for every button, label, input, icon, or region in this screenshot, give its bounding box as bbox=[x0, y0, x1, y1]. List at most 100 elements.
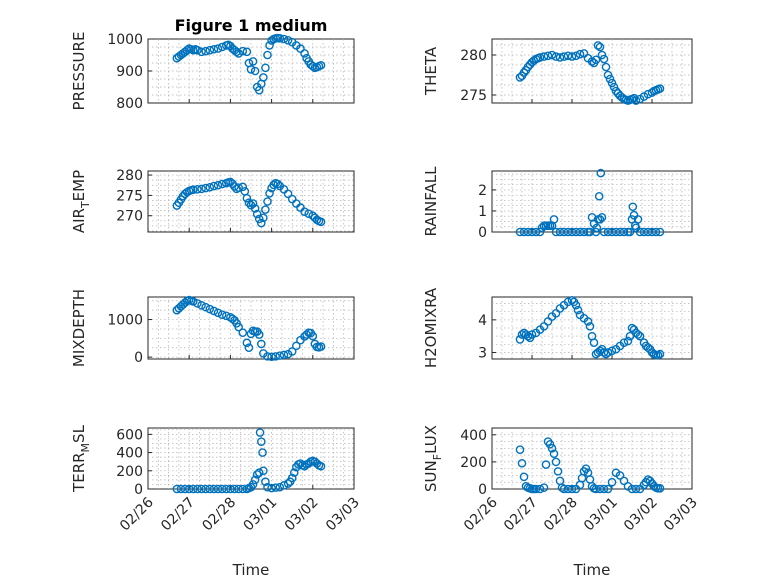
data-point bbox=[549, 449, 559, 459]
data-point bbox=[633, 330, 643, 339]
data-point bbox=[579, 227, 589, 237]
data-point bbox=[633, 215, 643, 224]
data-point bbox=[551, 52, 561, 61]
data-point bbox=[571, 51, 581, 61]
data-point bbox=[242, 338, 252, 348]
data-point bbox=[205, 304, 215, 314]
y-tick-label: 200 bbox=[460, 455, 487, 471]
data-point bbox=[300, 49, 309, 58]
data-point bbox=[515, 335, 525, 344]
y-tick-label: 1 bbox=[478, 204, 487, 220]
data-point bbox=[279, 481, 289, 490]
y-tick-label: 0 bbox=[478, 482, 487, 498]
data-point bbox=[275, 34, 285, 43]
data-point bbox=[635, 331, 645, 341]
data-point bbox=[575, 49, 585, 59]
panel-sun-flux: 0 200 400 SUNFLUX 02/26 02/27 02/28 03/01 03/02 0… bbox=[422, 425, 701, 579]
data-point bbox=[213, 180, 223, 190]
data-point bbox=[193, 484, 202, 494]
data-point bbox=[623, 336, 633, 346]
data-point bbox=[265, 41, 274, 50]
data-point bbox=[535, 484, 545, 494]
data-point bbox=[256, 339, 266, 349]
data-point bbox=[599, 484, 609, 494]
data-point bbox=[259, 213, 268, 223]
data-point bbox=[176, 484, 186, 494]
data-point bbox=[250, 204, 260, 213]
y-tick-label: 800 bbox=[116, 96, 143, 112]
y-tick-label: 600 bbox=[116, 427, 143, 443]
data-point bbox=[517, 330, 527, 339]
data-point bbox=[259, 73, 268, 82]
series-markers bbox=[515, 437, 665, 494]
data-point bbox=[605, 74, 615, 84]
y-axis-label: TERRMSL bbox=[70, 424, 92, 493]
data-point bbox=[655, 484, 665, 493]
panel-mixdepth: 0 1000 MIXDEPTH bbox=[70, 289, 355, 367]
data-point bbox=[547, 50, 557, 60]
data-point bbox=[591, 484, 601, 494]
data-point bbox=[595, 484, 605, 494]
series-markers bbox=[515, 295, 665, 360]
series-markers bbox=[515, 168, 665, 237]
data-point bbox=[180, 484, 190, 494]
x-tick-label: 02/28 bbox=[199, 495, 239, 535]
data-point bbox=[256, 218, 266, 228]
data-point bbox=[230, 182, 239, 191]
data-point bbox=[585, 227, 595, 237]
data-point bbox=[263, 352, 272, 361]
y-tick-label: 280 bbox=[116, 168, 143, 184]
data-point bbox=[193, 299, 202, 308]
data-point bbox=[563, 297, 573, 307]
series-markers bbox=[172, 177, 326, 228]
panel-h2omixra: 3 4 H2OMIXRA bbox=[422, 287, 693, 368]
data-point bbox=[267, 483, 276, 493]
data-point bbox=[655, 84, 665, 93]
data-point bbox=[519, 68, 529, 77]
data-point bbox=[585, 322, 595, 331]
data-point bbox=[591, 55, 601, 65]
data-point bbox=[283, 479, 293, 488]
series-markers bbox=[515, 41, 665, 105]
data-point bbox=[559, 484, 569, 494]
data-point bbox=[603, 227, 613, 237]
data-point bbox=[193, 184, 202, 194]
data-point bbox=[619, 227, 629, 237]
data-point bbox=[302, 330, 311, 339]
data-point bbox=[279, 350, 289, 360]
panel-air-temp: 270 275 280 AIRTEMP bbox=[70, 168, 355, 233]
data-point bbox=[255, 428, 265, 437]
data-point bbox=[201, 183, 210, 193]
y-tick-label: 900 bbox=[116, 64, 143, 80]
data-point bbox=[581, 464, 591, 473]
data-point bbox=[593, 41, 603, 50]
data-point bbox=[609, 82, 619, 92]
data-point bbox=[599, 227, 609, 237]
data-point bbox=[603, 348, 613, 357]
y-tick-label: 200 bbox=[116, 464, 143, 480]
data-point bbox=[232, 47, 241, 57]
data-point bbox=[629, 93, 639, 103]
data-point bbox=[519, 472, 529, 482]
data-point bbox=[589, 338, 599, 347]
data-point bbox=[316, 342, 326, 351]
data-point bbox=[300, 207, 309, 216]
x-tick-label: 03/02 bbox=[621, 495, 661, 535]
data-point bbox=[256, 437, 266, 446]
data-point bbox=[189, 484, 198, 494]
data-point bbox=[543, 51, 553, 61]
data-point bbox=[259, 466, 268, 476]
data-point bbox=[250, 66, 260, 76]
y-axis-label: RAINFALL bbox=[422, 166, 440, 237]
data-point bbox=[261, 205, 270, 214]
data-point bbox=[275, 482, 285, 492]
data-point bbox=[527, 330, 537, 339]
data-point bbox=[252, 470, 262, 479]
y-tick-label: 0 bbox=[478, 225, 487, 241]
data-point bbox=[316, 60, 326, 70]
data-point bbox=[184, 484, 194, 494]
data-point bbox=[279, 34, 289, 44]
data-point bbox=[559, 227, 569, 237]
data-point bbox=[213, 484, 223, 494]
data-point bbox=[201, 484, 210, 494]
